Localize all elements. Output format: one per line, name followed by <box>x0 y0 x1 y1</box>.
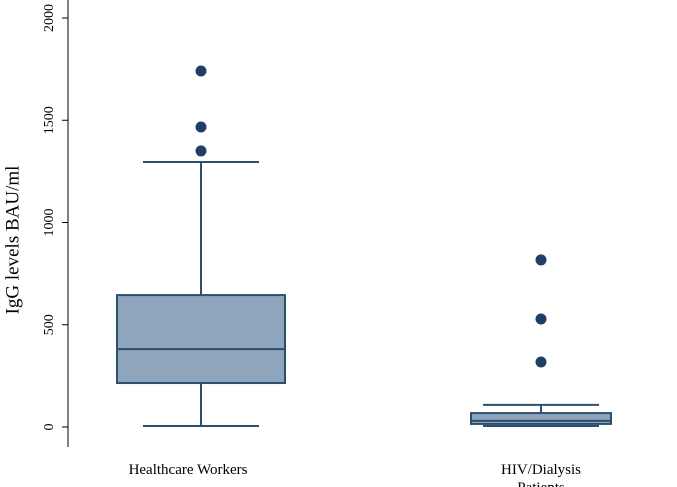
outlier <box>195 145 207 157</box>
y-axis-title: IgG levels BAU/ml <box>2 166 23 315</box>
y-tick-label: 500 <box>42 314 57 335</box>
x-tick-label: HIV/Dialysis Patients <box>501 462 581 487</box>
box <box>470 412 612 425</box>
outlier <box>535 313 547 325</box>
y-tick-label: 2000 <box>42 4 57 32</box>
outlier <box>195 121 207 133</box>
y-tick-label: 1500 <box>42 106 57 134</box>
outlier <box>535 254 547 266</box>
x-tick-label: Healthcare Workers <box>128 462 248 478</box>
box <box>116 294 286 385</box>
y-tick-label: 0 <box>42 424 57 431</box>
y-tick-label: 1000 <box>42 209 57 237</box>
outlier <box>535 356 547 368</box>
outlier <box>195 65 207 77</box>
